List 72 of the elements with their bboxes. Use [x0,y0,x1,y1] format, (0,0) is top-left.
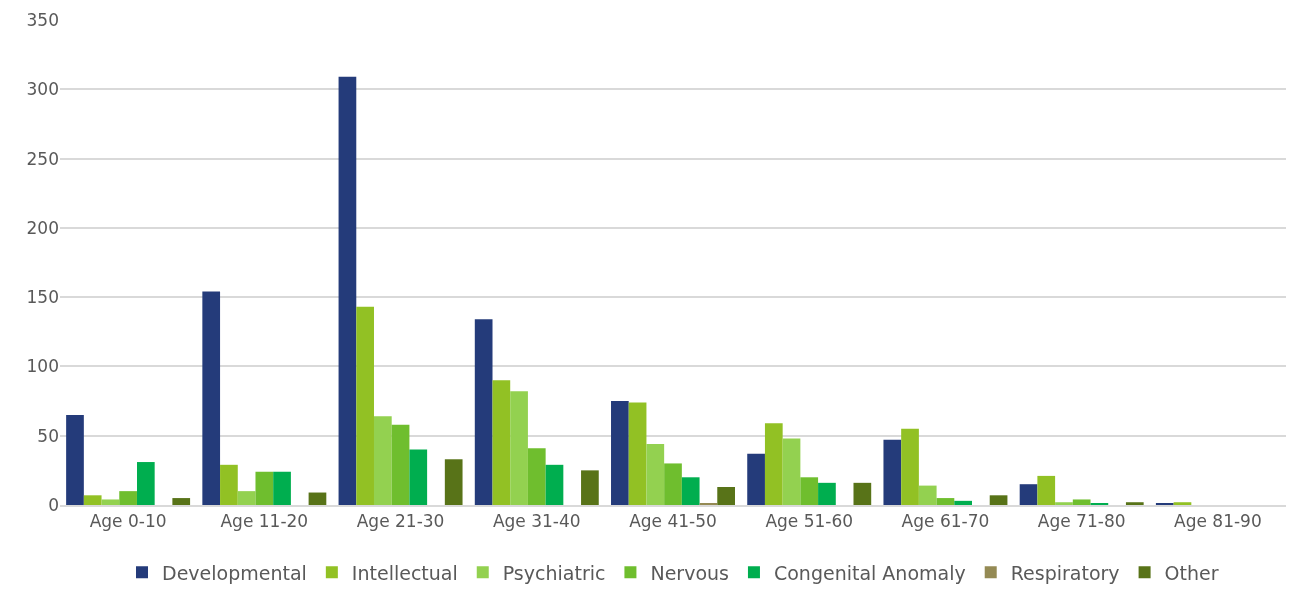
bar [172,498,191,505]
bar [611,401,629,505]
bar [901,428,919,505]
bar [444,459,463,505]
bar [391,424,410,505]
bar [373,416,392,505]
y-tick-label: 100 [26,356,59,377]
bar [1125,502,1144,505]
bar [853,482,872,505]
x-tick-label: Age 11-20 [220,511,309,532]
bar [1173,502,1192,505]
bar [918,485,937,505]
bar [800,477,819,505]
bar [83,495,102,505]
bar [474,319,493,505]
bar [1055,502,1073,505]
bar [646,444,665,505]
bar [409,449,428,505]
bar [119,491,137,505]
legend-label: Psychiatric [502,561,606,584]
bar [273,471,291,505]
y-tick-label: 200 [26,217,59,238]
bar [747,453,765,505]
bar [527,448,546,505]
x-tick-label: Age 31-40 [492,511,581,532]
x-tick-label: Age 0-10 [89,511,167,532]
x-tick-label: Age 81-90 [1174,511,1262,532]
bar [492,380,511,505]
bar [545,464,564,505]
bar [1019,484,1038,505]
bar [628,402,647,505]
bar [101,499,120,505]
y-tick-label: 350 [26,9,59,30]
bar [989,495,1008,505]
y-tick-label: 150 [26,287,59,308]
x-tick-label: Age 61-70 [901,511,990,532]
bar [782,438,801,505]
bar [954,500,973,505]
y-tick-label: 50 [37,425,59,446]
legend-label: Other [1164,561,1219,584]
x-tick-label: Age 41-50 [629,511,717,532]
bar [764,423,783,505]
bar [936,498,955,505]
bar [136,462,155,505]
bar [681,477,700,505]
bar [220,464,238,505]
bar [818,482,836,505]
bar [883,439,902,505]
legend-label: Intellectual [351,561,458,584]
x-tick-label: Age 51-60 [765,511,854,532]
bar [237,491,256,505]
bar [581,470,599,505]
x-tick-label: Age 71-80 [1037,511,1126,532]
legend-label: Nervous [650,561,729,584]
legend-label: Respiratory [1010,561,1120,584]
bar [338,76,357,505]
bar [255,471,274,505]
bar [510,391,528,505]
bar [356,306,374,505]
y-tick-label: 0 [48,494,59,515]
bar [1037,475,1056,505]
bar [717,486,735,505]
y-tick-label: 250 [26,148,59,169]
bar [66,414,84,505]
bar [202,291,221,505]
bar [308,492,327,505]
legend-label: Developmental [162,561,307,584]
legend-label: Congenital Anomaly [773,561,966,584]
bar [664,463,682,505]
x-tick-label: Age 21-30 [356,511,445,532]
y-tick-label: 300 [26,79,59,100]
bar [1072,499,1091,505]
